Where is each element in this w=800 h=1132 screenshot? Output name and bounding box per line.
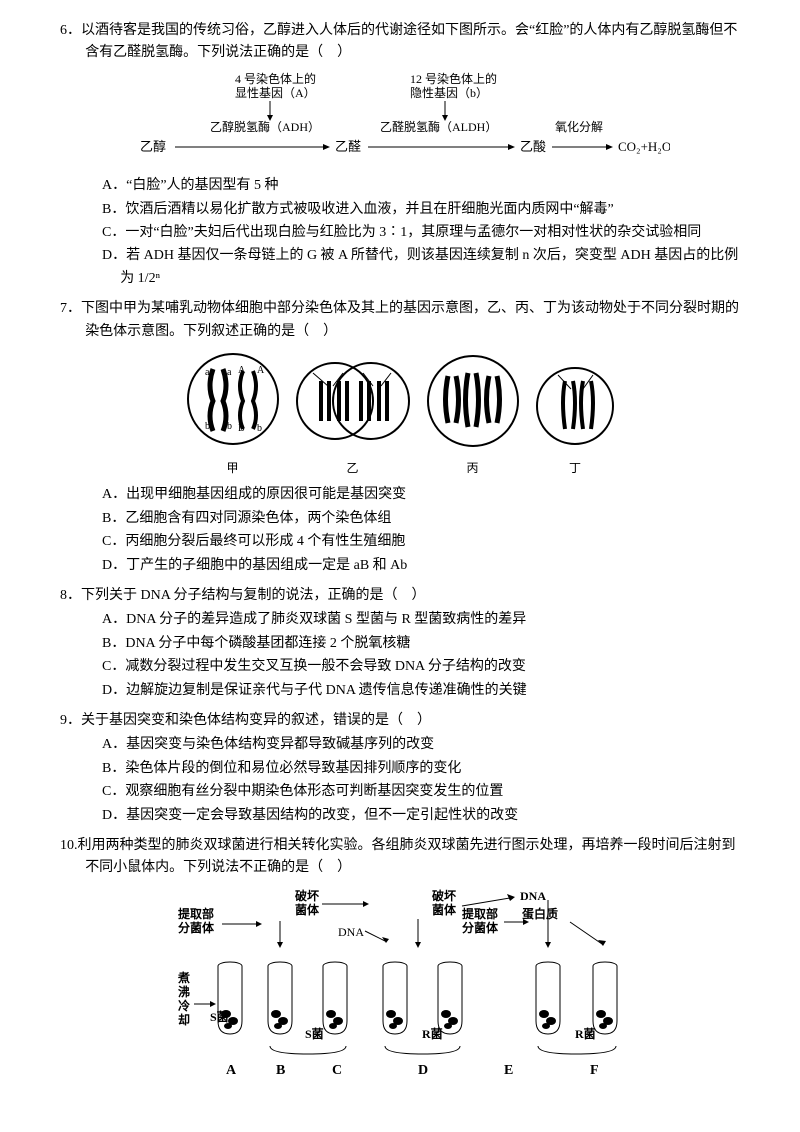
- q8-stem-text: 下列关于 DNA 分子结构与复制的说法，正确的是（ ）: [81, 588, 426, 603]
- q9-opt-d: D．基因突变一定会导致基因结构的改变，但不一定引起性状的改变: [102, 805, 740, 827]
- q6-stem: 6．以酒待客是我国的传统习俗，乙醇进入人体后的代谢途径如下图所示。会“红脸”的人…: [60, 20, 740, 65]
- q10-dna-lbl: DNA: [338, 925, 364, 939]
- svg-text:b: b: [227, 421, 232, 432]
- q6-diagram: 4 号染色体上的 显性基因（A） 12 号染色体上的 隐性基因（b） 乙醇脱氢酶…: [60, 71, 740, 169]
- q10-extract2: 分菌体: [178, 920, 215, 935]
- q10-s1: S菌: [210, 1009, 229, 1024]
- q6-top-left2: 显性基因（A）: [235, 86, 316, 100]
- q10-boil1: 煮: [177, 970, 190, 985]
- q8-opt-a: A．DNA 分子的差异造成了肺炎双球菌 S 型菌与 R 型菌致病性的差异: [102, 609, 740, 631]
- q10-stem-text: 利用两种类型的肺炎双球菌进行相关转化实验。各组肺炎双球菌先进行图示处理，再培养一…: [78, 838, 736, 875]
- q10-E: E: [504, 1063, 513, 1078]
- q7-opt-a: A．出现甲细胞基因组成的原因很可能是基因突变: [102, 484, 740, 506]
- q7-opt-d: D．丁产生的子细胞中的基因组成一定是 aB 和 Ab: [102, 555, 740, 577]
- q10-extract1: 提取部: [178, 906, 214, 921]
- q10-D: D: [418, 1063, 428, 1078]
- q10-extract2b: 分菌体: [462, 920, 499, 935]
- q6-stem-text: 以酒待客是我国的传统习俗，乙醇进入人体后的代谢途径如下图所示。会“红脸”的人体内…: [81, 23, 737, 60]
- q6-mid-far: 氧化分解: [555, 120, 603, 134]
- q6-node2: 乙醛: [335, 139, 361, 154]
- svg-text:B: B: [238, 423, 245, 434]
- q6-opt-a: A．“白脸”人的基因型有 5 种: [102, 175, 740, 197]
- svg-text:b: b: [257, 423, 262, 434]
- q10-A: A: [226, 1063, 237, 1078]
- q9-stem: 9．关于基因突变和染色体结构变异的叙述，错误的是（ ）: [60, 710, 740, 732]
- q6-opt-d: D．若 ADH 基因仅一条母链上的 G 被 A 所替代，则该基因连续复制 n 次…: [102, 245, 740, 290]
- q7-opt-b: B．乙细胞含有四对同源染色体，两个染色体组: [102, 508, 740, 530]
- q10-break1b: 破坏: [432, 888, 456, 903]
- q6-node3: 乙酸: [520, 139, 546, 154]
- q7-stem: 7．下图中甲为某哺乳动物体细胞中部分染色体及其上的基因示意图，乙、丙、丁为该动物…: [60, 298, 740, 343]
- q7-cell-jia: a a b b AA Bb 甲: [183, 351, 283, 479]
- q8-options: A．DNA 分子的差异造成了肺炎双球菌 S 型菌与 R 型菌致病性的差异 B．D…: [60, 609, 740, 702]
- q8-opt-c: C．减数分裂过程中发生交叉互换一般不会导致 DNA 分子结构的改变: [102, 656, 740, 678]
- q10-boil4: 却: [178, 1012, 190, 1027]
- q6-top-left: 4 号染色体上的: [235, 71, 316, 86]
- q10-r2: R菌: [575, 1026, 596, 1041]
- q6-pathway-svg: 4 号染色体上的 显性基因（A） 12 号染色体上的 隐性基因（b） 乙醇脱氢酶…: [130, 71, 670, 161]
- q10-boil2: 沸: [178, 984, 190, 999]
- question-7: 7．下图中甲为某哺乳动物体细胞中部分染色体及其上的基因示意图，乙、丙、丁为该动物…: [60, 298, 740, 577]
- q10-break2a: 菌体: [295, 902, 320, 917]
- q7-label-yi: 乙: [293, 459, 413, 478]
- q9-opt-c: C．观察细胞有丝分裂中期染色体形态可判断基因突变发生的位置: [102, 781, 740, 803]
- q10-s2: S菌: [305, 1026, 324, 1041]
- q7-stem-text: 下图中甲为某哺乳动物体细胞中部分染色体及其上的基因示意图，乙、丙、丁为该动物处于…: [81, 301, 739, 338]
- q7-label-bing: 丙: [423, 459, 523, 478]
- question-10: 10.利用两种类型的肺炎双球菌进行相关转化实验。各组肺炎双球菌先进行图示处理，再…: [60, 835, 740, 1094]
- svg-text:A: A: [257, 365, 265, 376]
- q7-label-jia: 甲: [183, 459, 283, 478]
- q7-cell-bing: 丙: [423, 351, 523, 479]
- q7-label-ding: 丁: [533, 459, 618, 478]
- q6-node4: CO₂+H₂O: [618, 139, 670, 154]
- svg-text:b: b: [205, 421, 210, 432]
- q7-cell-yi: 乙: [293, 351, 413, 479]
- q10-B: B: [276, 1063, 285, 1078]
- q6-top-right: 12 号染色体上的: [410, 71, 497, 86]
- q10-break1a: 破坏: [295, 888, 319, 903]
- q7-options: A．出现甲细胞基因组成的原因很可能是基因突变 B．乙细胞含有四对同源染色体，两个…: [60, 484, 740, 577]
- q10-C: C: [332, 1063, 342, 1078]
- question-8: 8．下列关于 DNA 分子结构与复制的说法，正确的是（ ） A．DNA 分子的差…: [60, 585, 740, 702]
- q10-diagram: 提取部 分菌体 破坏 菌体 DNA 破坏 菌体 提取部 分菌体 DNA 蛋白质: [60, 886, 740, 1094]
- q6-mid-right: 乙醛脱氢酶（ALDH）: [380, 119, 497, 134]
- q6-mid-left: 乙醇脱氢酶（ADH）: [210, 119, 320, 134]
- svg-text:A: A: [238, 365, 246, 376]
- q9-opt-b: B．染色体片段的倒位和易位必然导致基因排列顺序的变化: [102, 758, 740, 780]
- q10-dna: DNA: [520, 889, 546, 903]
- q10-stem: 10.利用两种类型的肺炎双球菌进行相关转化实验。各组肺炎双球菌先进行图示处理，再…: [60, 835, 740, 880]
- q6-opt-b: B．饮酒后酒精以易化扩散方式被吸收进入血液，并且在肝细胞光面内质网中“解毒”: [102, 199, 740, 221]
- q7-diagram: a a b b AA Bb 甲: [60, 351, 740, 479]
- q8-opt-b: B．DNA 分子中每个磷酸基团都连接 2 个脱氧核糖: [102, 633, 740, 655]
- q10-break2b: 菌体: [432, 902, 457, 917]
- q6-node1: 乙醇: [140, 139, 166, 154]
- q6-options: A．“白脸”人的基因型有 5 种 B．饮酒后酒精以易化扩散方式被吸收进入血液，并…: [60, 175, 740, 290]
- q9-opt-a: A．基因突变与染色体结构变异都导致碱基序列的改变: [102, 734, 740, 756]
- q9-stem-text: 关于基因突变和染色体结构变异的叙述，错误的是（ ）: [81, 713, 431, 728]
- question-6: 6．以酒待客是我国的传统习俗，乙醇进入人体后的代谢途径如下图所示。会“红脸”的人…: [60, 20, 740, 290]
- q10-extract1b: 提取部: [462, 906, 498, 921]
- q10-F: F: [590, 1063, 599, 1078]
- q7-cell-ding: 丁: [533, 351, 618, 479]
- q8-stem: 8．下列关于 DNA 分子结构与复制的说法，正确的是（ ）: [60, 585, 740, 607]
- q10-protein: 蛋白质: [522, 906, 558, 921]
- q7-opt-c: C．丙细胞分裂后最终可以形成 4 个有性生殖细胞: [102, 531, 740, 553]
- q9-options: A．基因突变与染色体结构变异都导致碱基序列的改变 B．染色体片段的倒位和易位必然…: [60, 734, 740, 827]
- q10-r1: R菌: [422, 1026, 443, 1041]
- q6-top-right2: 隐性基因（b）: [410, 86, 488, 100]
- q10-boil3: 冷: [178, 998, 190, 1013]
- q6-opt-c: C．一对“白脸”夫妇后代出现白脸与红脸比为 3∶1，其原理与孟德尔一对相对性状的…: [102, 222, 740, 244]
- q8-opt-d: D．边解旋边复制是保证亲代与子代 DNA 遗传信息传递准确性的关键: [102, 680, 740, 702]
- svg-text:a: a: [227, 367, 232, 378]
- svg-text:a: a: [205, 367, 210, 378]
- question-9: 9．关于基因突变和染色体结构变异的叙述，错误的是（ ） A．基因突变与染色体结构…: [60, 710, 740, 827]
